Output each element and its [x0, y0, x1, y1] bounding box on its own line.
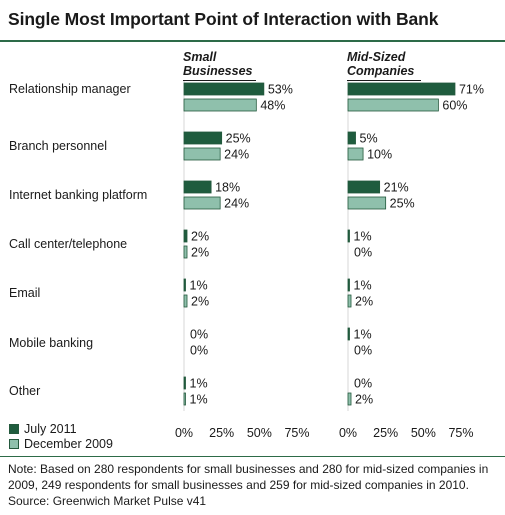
- x-tick-label: 75%: [448, 426, 473, 440]
- panel-heading-underline: [347, 80, 421, 81]
- legend-item-december-2009: December 2009: [9, 437, 113, 451]
- bar-december-2009: [183, 98, 257, 112]
- data-label: 60%: [442, 99, 467, 113]
- legend-item-july-2011: July 2011: [9, 422, 77, 436]
- legend-label: July 2011: [24, 422, 77, 436]
- source-note: Note: Based on 280 respondents for small…: [8, 462, 489, 508]
- data-label: 2%: [191, 295, 209, 309]
- bar-december-2009: [347, 392, 352, 406]
- bar-july-2011: [183, 229, 188, 243]
- category-label: Mobile banking: [9, 336, 94, 350]
- bar-july-2011: [183, 131, 223, 145]
- data-label: 2%: [191, 230, 209, 244]
- category-label: Branch personnel: [9, 139, 107, 153]
- data-label: 24%: [224, 148, 249, 162]
- bar-july-2011: [183, 278, 186, 292]
- panel-heading-line: Businesses: [183, 64, 253, 78]
- bar-december-2009: [183, 392, 186, 406]
- data-label: 1%: [190, 393, 208, 407]
- category-label: Email: [9, 286, 41, 300]
- title-rule: [0, 40, 505, 42]
- category-label: Call center/telephone: [9, 237, 128, 251]
- data-label: 1%: [354, 328, 372, 342]
- bar-july-2011: [347, 327, 350, 341]
- data-label: 1%: [354, 230, 372, 244]
- bar-december-2009: [347, 196, 387, 210]
- panel-heading-line: Mid-Sized: [347, 50, 406, 64]
- bar-july-2011: [183, 82, 265, 96]
- bar-december-2009: [347, 294, 352, 308]
- x-tick-label: 50%: [247, 426, 272, 440]
- data-label: 2%: [355, 393, 373, 407]
- bar-july-2011: [347, 82, 456, 96]
- data-label: 2%: [191, 246, 209, 260]
- bar-july-2011: [347, 229, 350, 243]
- panel-heading-line: Companies: [347, 64, 415, 78]
- data-label: 0%: [354, 377, 372, 391]
- panel-heading-line: Small: [183, 50, 217, 64]
- data-label: 71%: [459, 83, 484, 97]
- data-label: 0%: [190, 328, 208, 342]
- bar-december-2009: [183, 294, 188, 308]
- data-label: 10%: [367, 148, 392, 162]
- x-tick-label: 0%: [175, 426, 193, 440]
- chart-title: Single Most Important Point of Interacti…: [8, 9, 439, 29]
- data-label: 21%: [384, 181, 409, 195]
- bar-december-2009: [183, 245, 188, 259]
- panel-heading-mid-sized: Mid-Sized Companies: [347, 50, 421, 81]
- data-label: 0%: [354, 344, 372, 358]
- x-tick-label: 0%: [339, 426, 357, 440]
- bar-chart: 53% 25% 18% 2% 1% 0% 1% 48% 24% 24% 2% 2% 0% 1% 0% 25% 5…: [175, 81, 484, 440]
- x-tick-label: 25%: [373, 426, 398, 440]
- bar-july-2011: [183, 180, 212, 194]
- data-label: 1%: [354, 279, 372, 293]
- x-tick-label: 25%: [209, 426, 234, 440]
- x-tick-label: 75%: [284, 426, 309, 440]
- legend-label: December 2009: [24, 437, 113, 451]
- data-label: 0%: [354, 246, 372, 260]
- category-label: Internet banking platform: [9, 188, 148, 202]
- bar-july-2011: [347, 180, 381, 194]
- bar-december-2009: [183, 147, 221, 161]
- data-label: 18%: [215, 181, 240, 195]
- data-label: 1%: [190, 279, 208, 293]
- x-tick-label: 50%: [411, 426, 436, 440]
- category-label: Other: [9, 384, 41, 398]
- note-rule: [0, 456, 505, 457]
- panel-heading-underline: [183, 80, 256, 81]
- legend-swatch: [9, 439, 19, 449]
- data-label: 5%: [360, 132, 378, 146]
- category-label: Relationship manager: [9, 82, 131, 96]
- data-label: 0%: [190, 344, 208, 358]
- bar-december-2009: [347, 98, 439, 112]
- panel-heading-small-businesses: Small Businesses: [183, 50, 256, 81]
- bar-december-2009: [183, 196, 221, 210]
- data-label: 24%: [224, 197, 249, 211]
- data-label: 53%: [268, 83, 293, 97]
- bar-july-2011: [347, 278, 350, 292]
- data-label: 48%: [260, 99, 285, 113]
- data-label: 25%: [390, 197, 415, 211]
- data-label: 1%: [190, 377, 208, 391]
- data-label: 25%: [226, 132, 251, 146]
- legend-swatch: [9, 424, 19, 434]
- bar-december-2009: [347, 147, 364, 161]
- bar-july-2011: [183, 376, 186, 390]
- bar-july-2011: [347, 131, 356, 145]
- data-label: 2%: [355, 295, 373, 309]
